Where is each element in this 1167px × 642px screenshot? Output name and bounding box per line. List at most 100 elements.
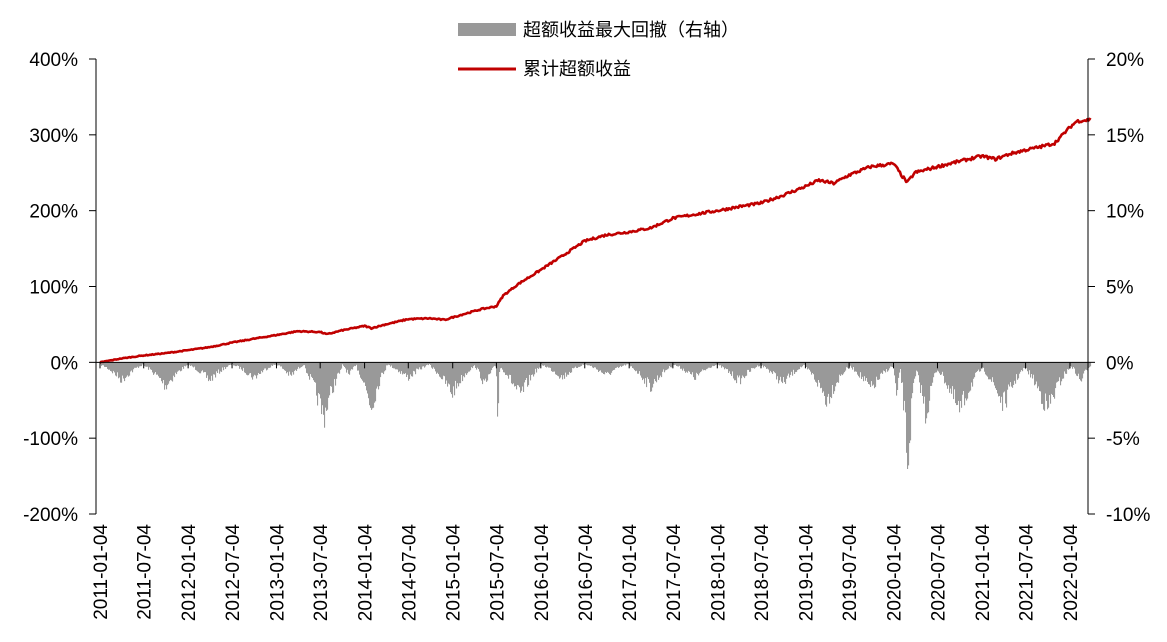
drawdown-bar xyxy=(729,362,731,372)
drawdown-bar xyxy=(156,362,158,375)
drawdown-bar xyxy=(271,362,273,366)
drawdown-bar xyxy=(1089,362,1091,368)
drawdown-bar xyxy=(538,362,540,369)
drawdown-bar xyxy=(458,362,460,387)
drawdown-bar xyxy=(757,362,759,366)
drawdown-bar xyxy=(131,362,133,371)
drawdown-bar xyxy=(256,362,258,379)
drawdown-bar xyxy=(428,362,430,366)
drawdown-bar xyxy=(348,362,350,374)
drawdown-bar xyxy=(725,362,727,369)
drawdown-bar xyxy=(323,362,325,415)
drawdown-bar xyxy=(986,362,988,376)
drawdown-bar xyxy=(728,362,730,373)
drawdown-bar xyxy=(959,362,961,413)
drawdown-bar xyxy=(388,362,390,365)
drawdown-bar xyxy=(339,362,341,374)
drawdown-bar xyxy=(645,362,647,379)
drawdown-bar xyxy=(848,362,850,369)
drawdown-bar xyxy=(806,362,808,367)
drawdown-bar xyxy=(765,362,767,368)
drawdown-bar xyxy=(1080,362,1082,381)
drawdown-bar xyxy=(951,362,953,394)
drawdown-bar xyxy=(218,362,220,370)
drawdown-bar xyxy=(212,362,214,381)
drawdown-bar xyxy=(117,362,119,373)
drawdown-bar xyxy=(684,362,686,372)
drawdown-bar xyxy=(214,362,216,375)
drawdown-bar xyxy=(1018,362,1020,379)
drawdown-bar xyxy=(821,362,823,388)
drawdown-bar xyxy=(1002,362,1004,411)
drawdown-bar xyxy=(600,362,602,371)
drawdown-bar xyxy=(1043,362,1045,410)
drawdown-bar xyxy=(267,362,269,370)
drawdown-bar xyxy=(556,362,558,375)
drawdown-bar xyxy=(790,362,792,375)
drawdown-bar xyxy=(219,362,221,374)
drawdown-bar xyxy=(708,362,710,368)
drawdown-bar xyxy=(1065,362,1067,374)
drawdown-bar xyxy=(579,362,581,367)
drawdown-bar xyxy=(831,362,833,399)
drawdown-bar xyxy=(611,362,613,373)
drawdown-bar xyxy=(962,362,964,395)
drawdown-bar xyxy=(277,362,279,366)
drawdown-bar xyxy=(488,362,490,375)
drawdown-bar xyxy=(507,362,509,376)
drawdown-bar xyxy=(1051,362,1053,394)
drawdown-bar xyxy=(618,362,620,368)
drawdown-bar xyxy=(754,362,756,369)
drawdown-bar xyxy=(744,362,746,379)
drawdown-bar xyxy=(921,362,923,386)
drawdown-bar xyxy=(293,362,295,375)
drawdown-bar xyxy=(454,362,456,396)
drawdown-bar xyxy=(362,362,364,381)
drawdown-bar xyxy=(845,362,847,371)
drawdown-bar xyxy=(224,362,226,367)
drawdown-bar xyxy=(252,362,254,380)
drawdown-bar xyxy=(917,362,919,372)
drawdown-bar xyxy=(1073,362,1075,367)
drawdown-bar xyxy=(183,362,185,369)
drawdown-bar xyxy=(591,362,593,366)
drawdown-bar xyxy=(554,362,556,372)
drawdown-bar xyxy=(941,362,943,375)
drawdown-bar xyxy=(210,362,212,381)
drawdown-bar xyxy=(807,362,809,370)
drawdown-bar xyxy=(828,362,830,394)
drawdown-bar xyxy=(750,362,752,372)
drawdown-bar xyxy=(168,362,170,384)
drawdown-bar xyxy=(589,362,591,366)
drawdown-bar xyxy=(972,362,974,387)
drawdown-bar xyxy=(228,362,230,366)
drawdown-bar xyxy=(966,362,968,401)
drawdown-bar xyxy=(350,362,352,371)
drawdown-bar xyxy=(531,362,533,375)
drawdown-bar xyxy=(463,362,465,377)
drawdown-bar xyxy=(429,362,431,364)
drawdown-bar xyxy=(341,362,343,369)
drawdown-bar xyxy=(202,362,204,371)
drawdown-bar xyxy=(1017,362,1019,380)
x-tick-label: 2019-07-04 xyxy=(840,524,861,622)
drawdown-bar xyxy=(715,362,717,366)
y-right-tick-label: 5% xyxy=(1106,278,1134,299)
drawdown-bar xyxy=(759,362,761,367)
drawdown-bar xyxy=(1075,362,1077,374)
drawdown-bar xyxy=(644,362,646,384)
drawdown-bar xyxy=(499,362,501,372)
drawdown-bar xyxy=(112,362,114,374)
drawdown-bar xyxy=(1003,362,1005,393)
drawdown-bar xyxy=(541,362,543,365)
drawdown-bar xyxy=(855,362,857,372)
drawdown-bar xyxy=(918,362,920,376)
x-tick-label: 2012-01-04 xyxy=(179,524,200,622)
drawdown-bar xyxy=(667,362,669,370)
drawdown-bar xyxy=(130,362,132,372)
drawdown-bar xyxy=(502,362,504,370)
drawdown-bar xyxy=(542,362,544,366)
drawdown-bar xyxy=(739,362,741,376)
drawdown-bar xyxy=(741,362,743,379)
drawdown-bar xyxy=(608,362,610,373)
